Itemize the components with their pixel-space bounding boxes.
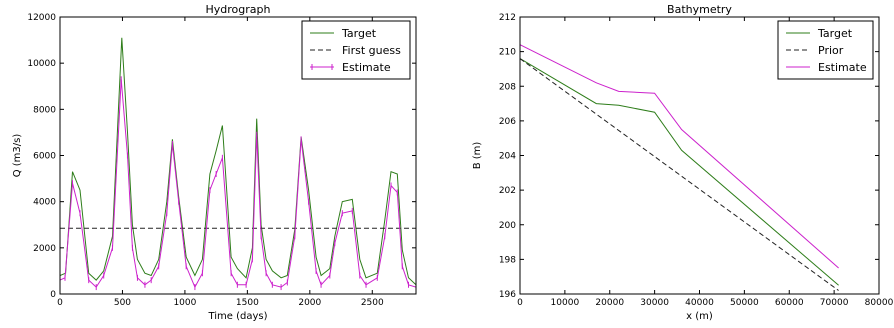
x-tick-label: 80000: [865, 298, 894, 308]
x-tick-label: 1500: [236, 298, 259, 308]
x-tick-label: 0: [517, 298, 523, 308]
legend-label-1: Prior: [818, 44, 844, 57]
series-group: [520, 44, 839, 291]
y-tick-label: 4000: [33, 198, 56, 208]
x-tick-label: 10000: [551, 298, 580, 308]
y-tick-label: 206: [499, 117, 516, 127]
x-tick-label: 1000: [173, 298, 196, 308]
x-tick-label: 0: [57, 298, 63, 308]
x-tick-label: 20000: [595, 298, 624, 308]
x-tick-label: 500: [114, 298, 131, 308]
y-tick-label: 8000: [33, 105, 56, 115]
y-tick-label: 202: [499, 186, 516, 196]
hydrograph-chart: Hydrograph 0 500 1000 1500 2000 2500 0 2000 4000 6…: [12, 3, 417, 322]
y-axis-label: B (m): [472, 142, 483, 170]
chart-title: Hydrograph: [206, 3, 271, 16]
x-tick-label: 2500: [361, 298, 384, 308]
legend-label-0: Target: [817, 27, 853, 40]
series-group: [60, 37, 416, 291]
series-line-2: [520, 44, 839, 269]
y-tick-label: 208: [499, 82, 516, 92]
legend: Target Prior Estimate: [777, 20, 874, 80]
series-line-0: [520, 58, 839, 286]
x-axis-label: Time (days): [207, 311, 267, 322]
y-tick-label: 212: [499, 13, 516, 23]
legend-label-0: Target: [341, 27, 377, 40]
x-tick-label: 2000: [298, 298, 321, 308]
y-tick-label: 2000: [33, 244, 56, 254]
legend-label-1: First guess: [342, 44, 401, 57]
x-tick-label: 40000: [685, 298, 714, 308]
bathymetry-chart: Bathymetry 0 10000 20000 30000 40000 50000 6000…: [472, 3, 894, 322]
series-line-1: [520, 58, 839, 291]
y-tick-label: 204: [499, 152, 516, 162]
legend-box: [777, 20, 874, 80]
x-tick-label: 30000: [640, 298, 669, 308]
y-tick-label: 200: [499, 221, 516, 231]
x-tick-label: 60000: [775, 298, 804, 308]
y-tick-label: 12000: [27, 13, 56, 23]
series-line-0: [60, 37, 416, 286]
series-line-2: [60, 79, 416, 289]
x-axis-label: x (m): [686, 311, 713, 322]
y-tick-label: 196: [499, 290, 516, 300]
legend-label-2: Estimate: [818, 61, 867, 74]
x-tick-label: 70000: [820, 298, 849, 308]
y-tick-label: 10000: [27, 59, 56, 69]
y-axis-label: Q (m3/s): [12, 134, 23, 178]
y-tick-label: 198: [499, 255, 516, 265]
y-tick-label: 0: [50, 290, 56, 300]
legend: Target First guess Estimate: [301, 20, 411, 80]
chart-title: Bathymetry: [667, 3, 732, 16]
y-tick-label: 210: [499, 48, 516, 58]
y-tick-label: 6000: [33, 152, 56, 162]
legend-label-2: Estimate: [342, 61, 391, 74]
x-tick-label: 50000: [730, 298, 759, 308]
